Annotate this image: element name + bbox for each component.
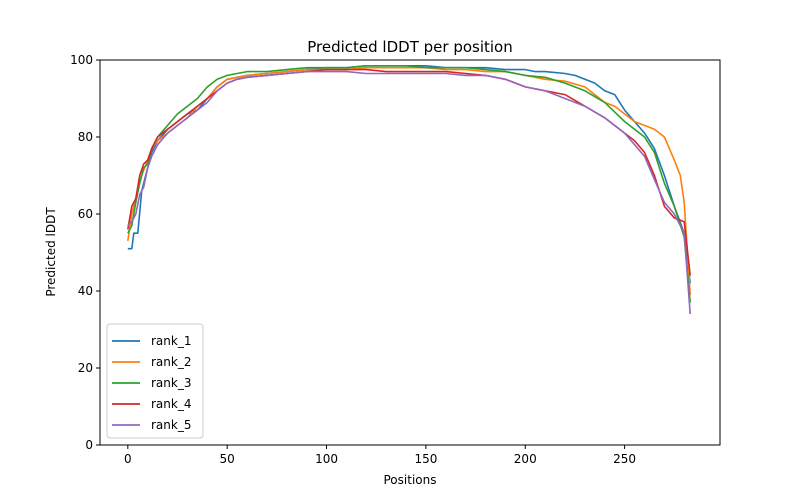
x-tick-label: 250: [613, 452, 636, 466]
y-tick-label: 40: [78, 284, 93, 298]
y-tick-label: 60: [78, 207, 93, 221]
x-axis-title: Positions: [384, 473, 437, 487]
legend-frame: [106, 323, 204, 439]
x-tick-label: 100: [315, 452, 338, 466]
series-group: [127, 65, 691, 315]
legend-label-rank-1: rank_1: [151, 334, 191, 348]
x-tick-label: 0: [124, 452, 132, 466]
x-axis: 0 50 100 150 200 250: [124, 445, 636, 466]
y-axis-title: Predicted lDDT: [44, 207, 58, 297]
chart-title: Predicted lDDT per position: [307, 38, 512, 56]
series-line-rank-5: [127, 70, 691, 315]
y-tick-label: 0: [85, 438, 93, 452]
x-tick-label: 200: [514, 452, 537, 466]
y-tick-label: 80: [78, 130, 93, 144]
x-tick-label: 50: [220, 452, 235, 466]
legend: rank_1 rank_2 rank_3 rank_4 rank_5: [106, 323, 204, 439]
legend-label-rank-4: rank_4: [151, 397, 191, 411]
x-tick-label: 150: [414, 452, 437, 466]
legend-label-rank-3: rank_3: [151, 376, 191, 390]
plot-area-frame: [99, 59, 721, 446]
legend-label-rank-2: rank_2: [151, 355, 191, 369]
y-axis: 0 20 40 60 80 100: [70, 53, 100, 452]
y-tick-label: 100: [70, 53, 93, 67]
legend-label-rank-5: rank_5: [151, 418, 191, 432]
y-tick-label: 20: [78, 361, 93, 375]
